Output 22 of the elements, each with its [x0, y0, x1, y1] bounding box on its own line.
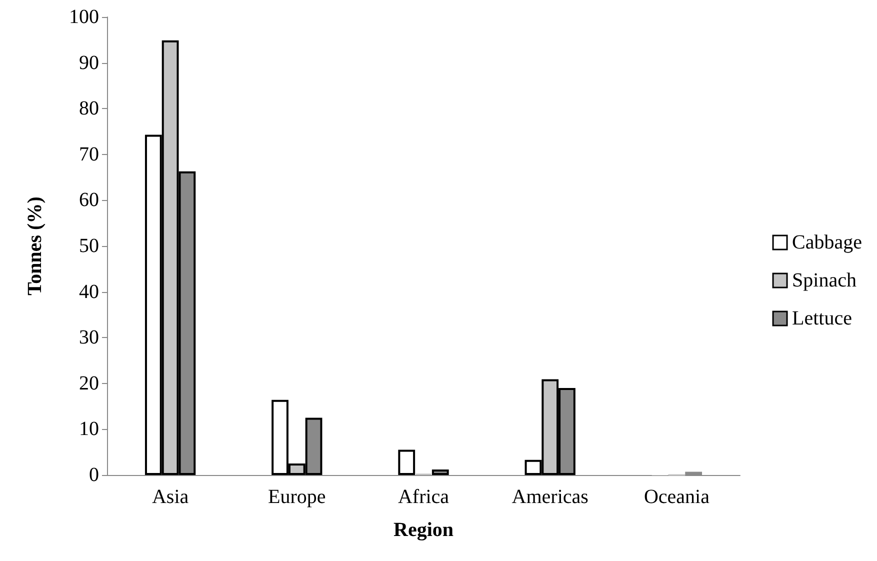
y-tick-label: 40 [79, 280, 99, 303]
x-axis-title: Region [394, 519, 454, 541]
x-tick-label: Americas [512, 486, 589, 508]
x-tick-label: Asia [152, 486, 189, 508]
y-tick-label: 30 [79, 326, 99, 349]
y-tick-label: 0 [89, 464, 99, 486]
legend-label: Spinach [792, 270, 856, 292]
y-tick-label: 60 [79, 189, 99, 212]
y-tick-label: 70 [79, 143, 99, 166]
bar [398, 450, 416, 475]
legend-label: Lettuce [792, 308, 852, 330]
x-tick-label: Africa [398, 486, 450, 508]
y-axis-title: Tonnes (%) [24, 196, 46, 296]
y-tick-label: 20 [79, 372, 99, 394]
y-tick-label: 50 [79, 235, 99, 257]
y-tick-label: 10 [79, 418, 99, 440]
x-tick-label: Oceania [644, 486, 710, 508]
y-tick-label: 90 [79, 52, 99, 74]
y-tick-label: 100 [69, 6, 99, 28]
y-tick-label: 80 [79, 98, 99, 120]
x-tick-label: Europe [268, 486, 326, 508]
legend-label: Cabbage [792, 232, 862, 254]
